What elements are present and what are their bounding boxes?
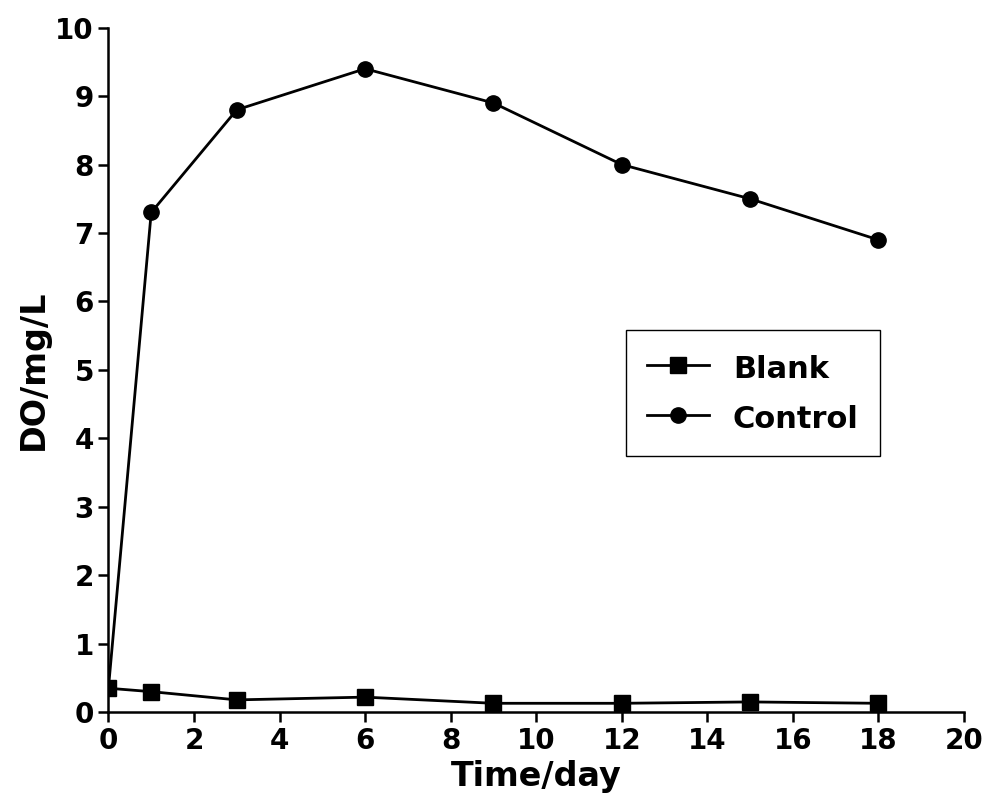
Blank [616,698,628,708]
Line: Control: Control [101,61,886,696]
Control [872,235,884,245]
Blank [744,697,756,707]
Control [145,207,157,217]
Legend: Blank, Control: Blank, Control [626,330,880,455]
Line: Blank: Blank [101,680,886,711]
Control [231,105,243,115]
Blank [145,687,157,697]
Control [487,98,499,108]
Control [102,684,114,693]
Y-axis label: DO/mg/L: DO/mg/L [17,290,50,450]
Blank [359,693,371,702]
Blank [102,684,114,693]
Blank [487,698,499,708]
Control [359,64,371,74]
Blank [231,695,243,705]
Control [744,194,756,203]
Blank [872,698,884,708]
Control [616,160,628,169]
X-axis label: Time/day: Time/day [451,761,622,793]
